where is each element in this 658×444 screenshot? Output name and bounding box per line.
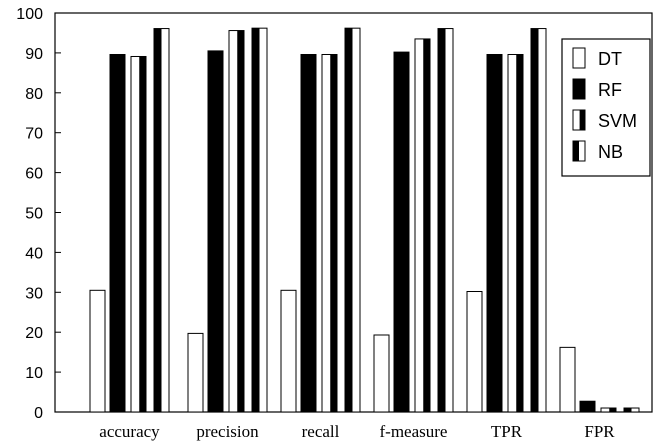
x-tick-label: FPR xyxy=(584,422,615,441)
bar-dt-precision xyxy=(187,332,204,413)
y-tick-label: 20 xyxy=(25,325,43,342)
bar-svm-FPR xyxy=(600,407,617,413)
bar-nb-f-measure xyxy=(437,28,454,413)
y-tick-label: 60 xyxy=(25,166,43,183)
bar-dt-f-measure xyxy=(373,334,390,413)
legend-label: DT xyxy=(598,49,622,69)
legend-label: NB xyxy=(598,142,623,162)
bar-dt-FPR xyxy=(559,346,576,413)
bar-rf-FPR xyxy=(579,400,596,413)
x-tick-label: accuracy xyxy=(99,422,160,441)
bar-dt-recall xyxy=(280,289,297,413)
legend-label: SVM xyxy=(598,111,637,131)
x-axis: accuracy precision recall f-measure TPR FPR xyxy=(99,422,615,441)
bar-rf-accuracy xyxy=(109,53,126,413)
bar-rf-f-measure xyxy=(393,51,410,413)
bar-svm-precision xyxy=(228,30,245,413)
bar-nb-precision xyxy=(251,27,268,413)
bar-svm-accuracy xyxy=(130,55,147,413)
y-tick-label: 70 xyxy=(25,126,43,143)
x-tick-label: recall xyxy=(302,422,340,441)
y-tick-label: 30 xyxy=(25,285,43,302)
bar-svm-f-measure xyxy=(414,38,431,413)
bar-svm-TPR xyxy=(507,53,524,413)
legend-swatch-rf xyxy=(572,78,586,100)
y-tick-label: 80 xyxy=(25,86,43,103)
bar-dt-TPR xyxy=(466,291,483,413)
x-tick-label: TPR xyxy=(491,422,523,441)
bar-dt-accuracy xyxy=(89,289,106,413)
y-tick-label: 40 xyxy=(25,245,43,262)
x-tick-label: precision xyxy=(196,422,259,441)
legend-swatch-nb xyxy=(572,140,586,162)
x-tick-label: f-measure xyxy=(380,422,448,441)
bars xyxy=(89,27,640,413)
y-axis: 0 10 20 30 40 50 60 70 80 90 100 xyxy=(16,6,61,422)
y-tick-label: 50 xyxy=(25,206,43,223)
legend-swatch-svm xyxy=(572,109,586,131)
bar-nb-accuracy xyxy=(153,28,170,413)
y-tick-label: 100 xyxy=(16,6,43,23)
legend-swatch-dt xyxy=(572,47,586,69)
bar-nb-TPR xyxy=(530,28,547,413)
y-tick-label: 0 xyxy=(34,405,43,422)
bar-rf-recall xyxy=(300,53,317,413)
legend-label: RF xyxy=(598,80,622,100)
bar-nb-recall xyxy=(344,27,361,413)
y-tick-label: 90 xyxy=(25,46,43,63)
bar-rf-precision xyxy=(207,50,224,413)
bar-svm-recall xyxy=(321,53,338,413)
legend: DT RF SVM NB xyxy=(561,38,651,177)
bar-rf-TPR xyxy=(486,53,503,413)
y-tick-label: 10 xyxy=(25,365,43,382)
bar-nb-FPR xyxy=(623,407,640,413)
